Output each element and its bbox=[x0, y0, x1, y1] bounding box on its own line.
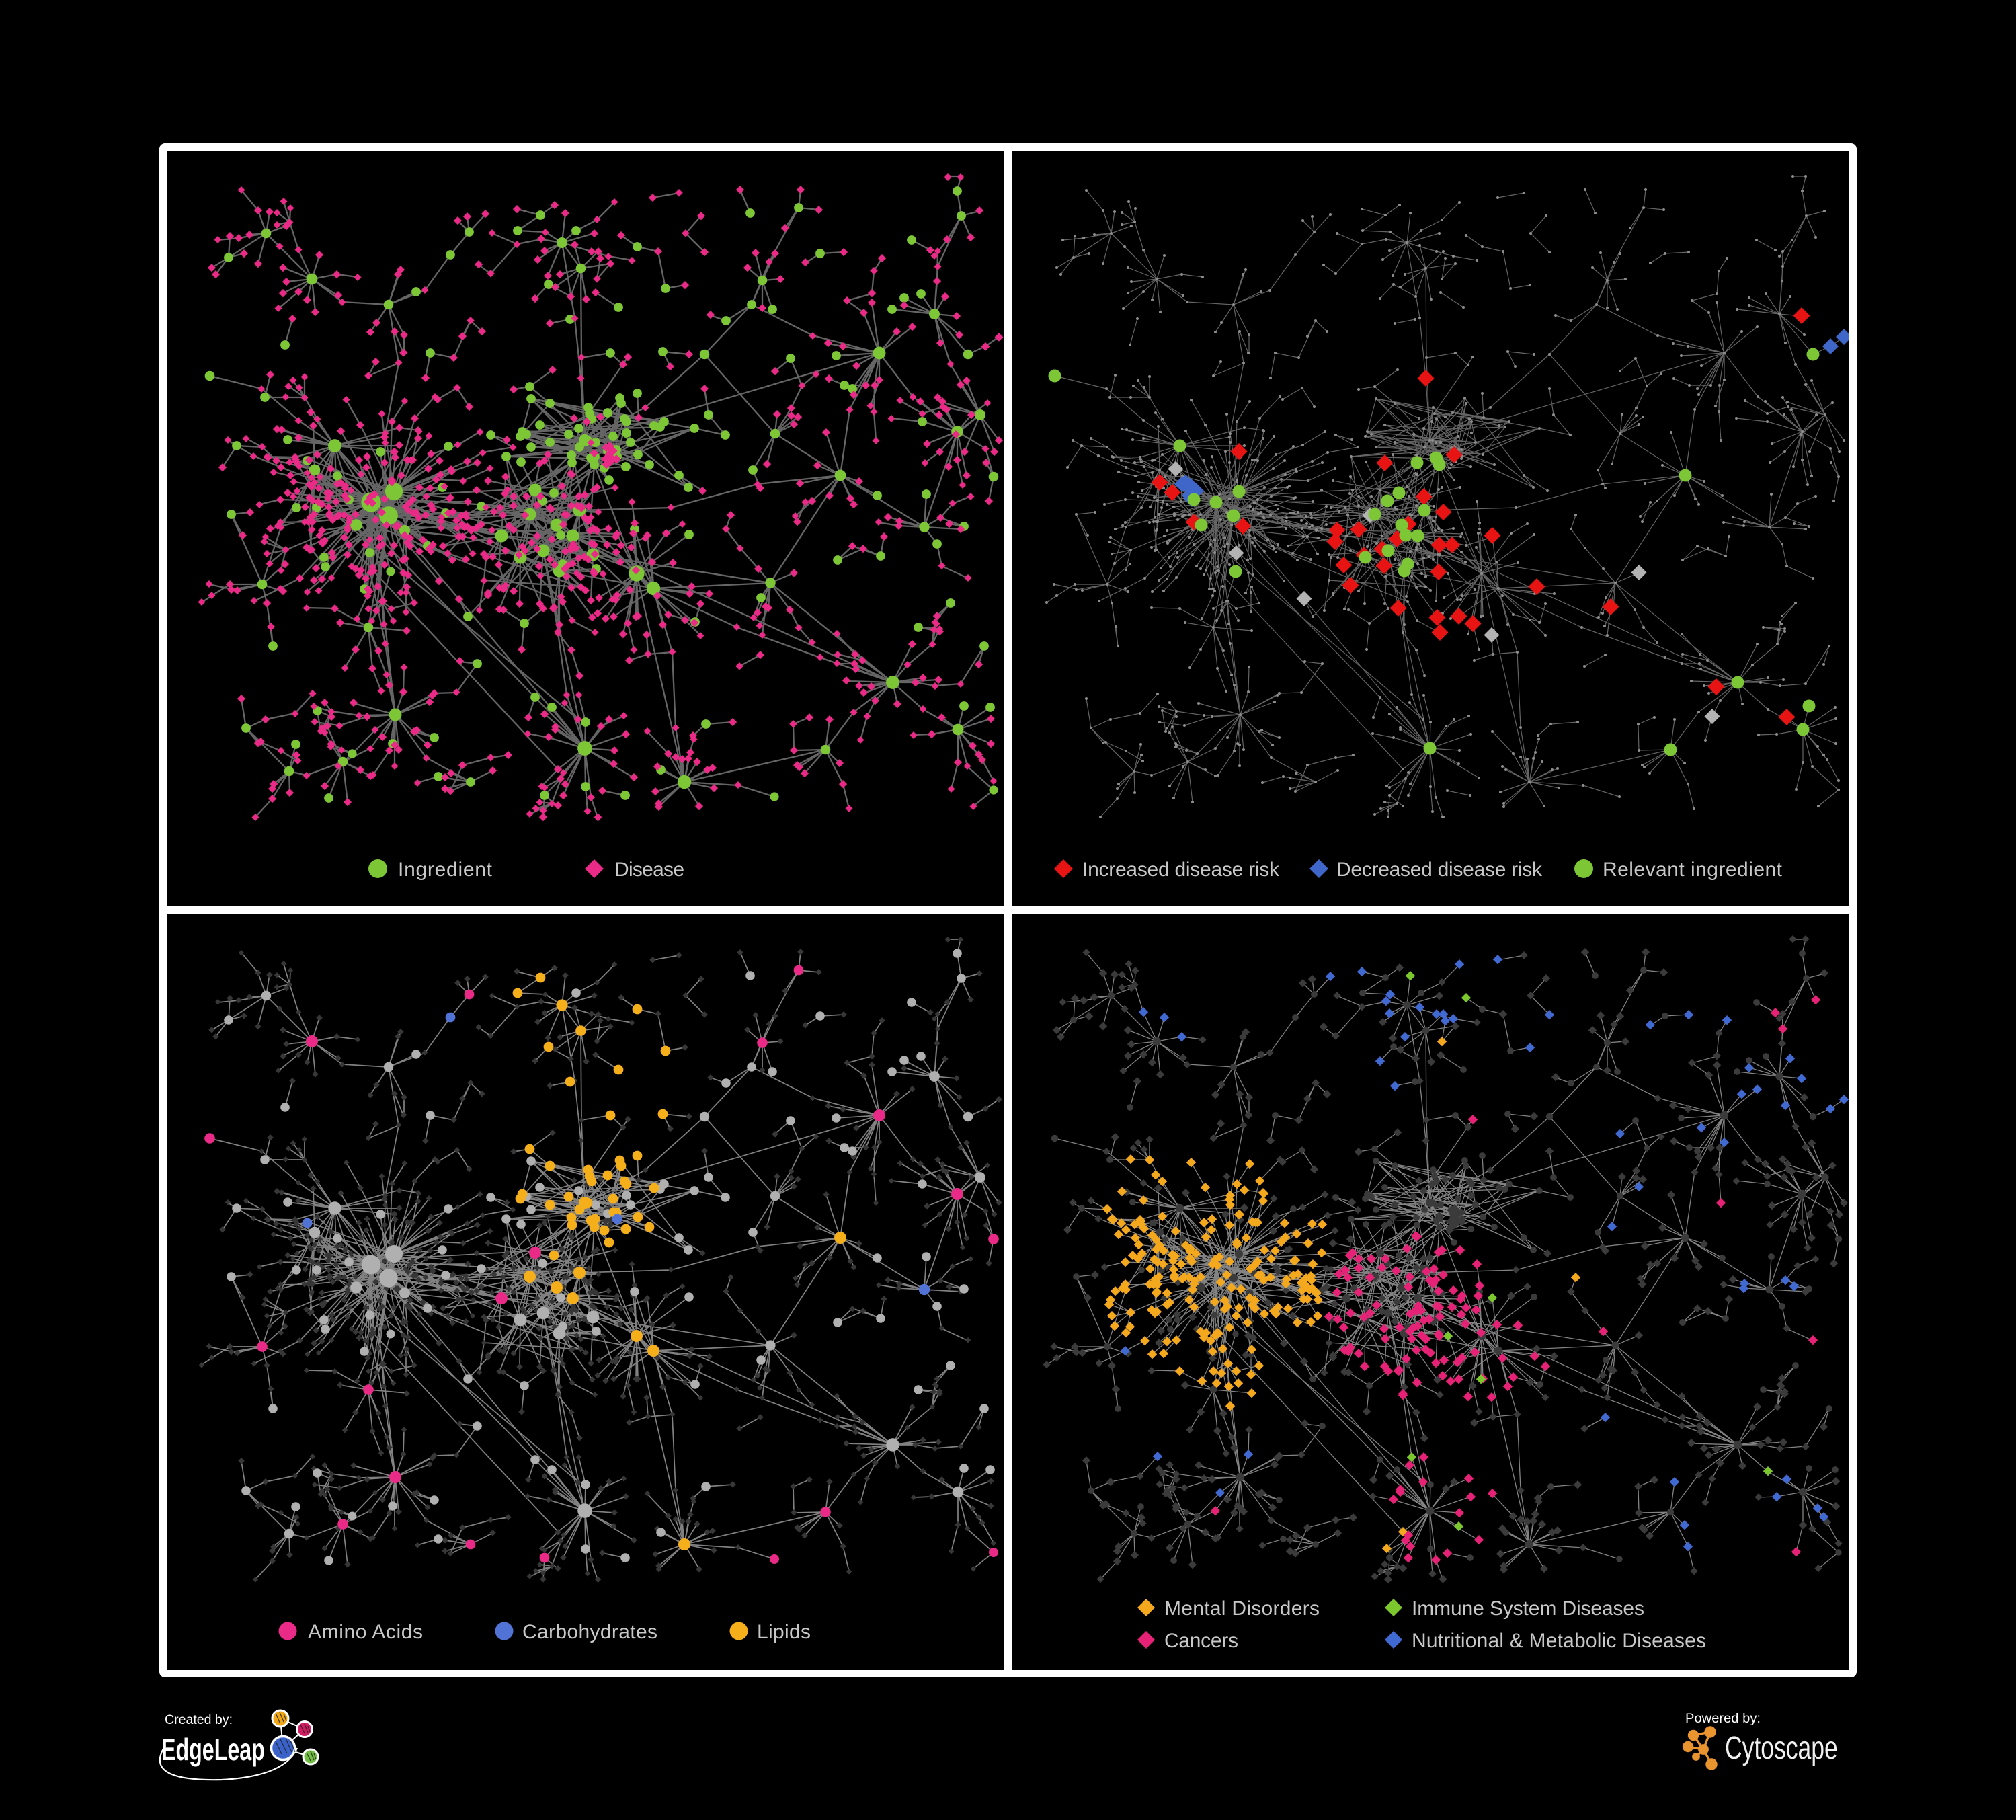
svg-text:Decreased disease risk: Decreased disease risk bbox=[1336, 859, 1543, 881]
svg-text:Cancers: Cancers bbox=[1164, 1630, 1238, 1652]
svg-text:Increased disease risk: Increased disease risk bbox=[1082, 859, 1280, 881]
svg-text:Ingredient: Ingredient bbox=[398, 859, 493, 881]
svg-text:Relevant ingredient: Relevant ingredient bbox=[1603, 859, 1783, 881]
svg-text:Mental Disorders: Mental Disorders bbox=[1164, 1597, 1320, 1620]
svg-text:Created by:: Created by: bbox=[165, 1712, 233, 1727]
svg-text:Disease: Disease bbox=[614, 859, 684, 881]
svg-text:Amino Acids: Amino Acids bbox=[308, 1621, 423, 1643]
svg-text:EdgeLeap: EdgeLeap bbox=[161, 1733, 265, 1767]
svg-text:Nutritional & Metabolic Diseas: Nutritional & Metabolic Diseases bbox=[1412, 1630, 1706, 1652]
svg-text:Powered by:: Powered by: bbox=[1685, 1711, 1761, 1726]
svg-text:Lipids: Lipids bbox=[757, 1621, 811, 1643]
svg-text:Carbohydrates: Carbohydrates bbox=[522, 1621, 657, 1643]
svg-text:Immune System Diseases: Immune System Diseases bbox=[1412, 1597, 1644, 1620]
svg-text:Cytoscape: Cytoscape bbox=[1725, 1730, 1838, 1766]
